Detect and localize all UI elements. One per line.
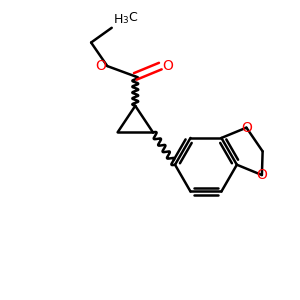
Text: $_3$C: $_3$C — [122, 11, 138, 26]
Text: H: H — [114, 13, 124, 26]
Text: O: O — [95, 59, 106, 73]
Text: O: O — [256, 168, 267, 182]
Text: O: O — [241, 121, 252, 135]
Text: O: O — [162, 59, 173, 73]
